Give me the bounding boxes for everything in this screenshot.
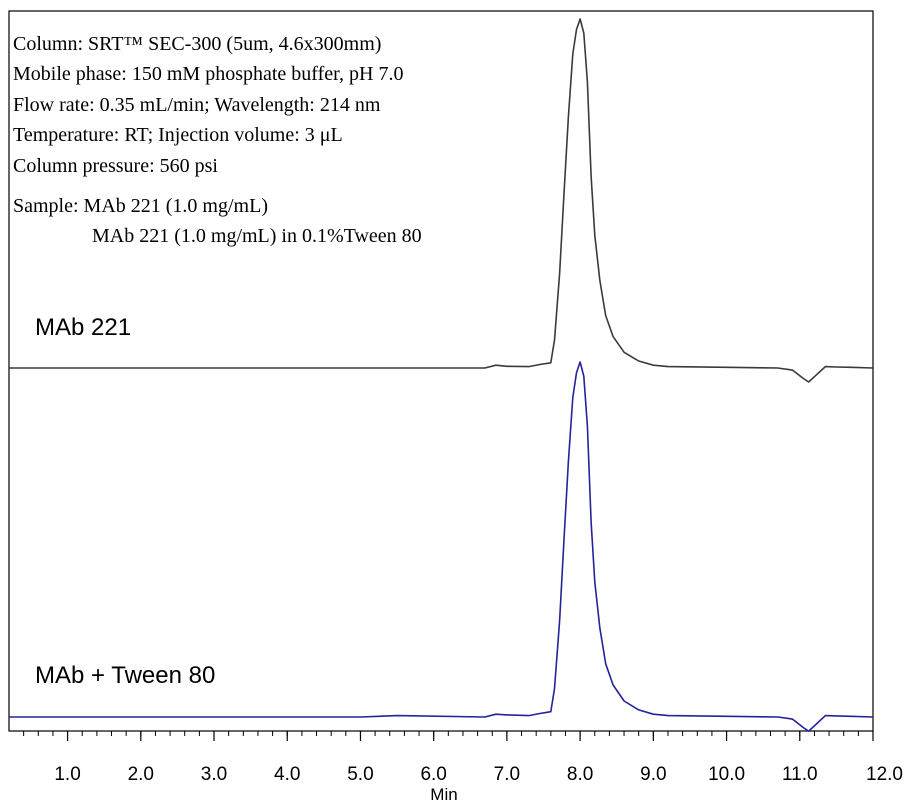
plot-frame [8, 10, 874, 732]
x-axis: 1.0 2.0 3.0 4.0 5.0 6.0 7.0 8.0 9.0 10.0 11.0 12.0 [23, 731, 903, 785]
condition-pressure: Column pressure: 560 psi [13, 155, 218, 177]
series-label-mab-tween: MAb + Tween 80 [35, 662, 215, 689]
x-tick-label: 11.0 [782, 764, 818, 785]
condition-flow-rate: Flow rate: 0.35 mL/min; Wavelength: 214 … [13, 94, 381, 116]
x-axis-title: Min [430, 785, 457, 804]
x-tick-label: 12.0 [866, 764, 903, 785]
condition-sample-1: Sample: MAb 221 (1.0 mg/mL) [13, 195, 268, 217]
trace-mab-tween-80 [9, 361, 874, 733]
condition-column: Column: SRT™ SEC-300 (5um, 4.6x300mm) [13, 33, 381, 55]
x-tick-label: 7.0 [494, 764, 520, 785]
x-tick-label: 6.0 [420, 764, 446, 785]
condition-sample-2: MAb 221 (1.0 mg/mL) in 0.1%Tween 80 [92, 225, 422, 247]
trace-mab-221 [9, 18, 874, 383]
traces-group [9, 18, 874, 733]
x-tick-label: 3.0 [201, 764, 227, 785]
x-tick-label: 4.0 [274, 764, 300, 785]
x-tick-label: 9.0 [640, 764, 666, 785]
x-tick-label: 5.0 [347, 764, 373, 785]
series-label-mab-221: MAb 221 [35, 314, 131, 341]
x-tick-label: 1.0 [54, 764, 80, 785]
x-tick-label: 10.0 [708, 764, 745, 785]
conditions-block: Column: SRT™ SEC-300 (5um, 4.6x300mm) Mo… [13, 33, 422, 247]
condition-mobile-phase: Mobile phase: 150 mM phosphate buffer, p… [13, 63, 403, 85]
x-tick-label: 8.0 [567, 764, 593, 785]
condition-temperature: Temperature: RT; Injection volume: 3 μL [13, 124, 343, 146]
x-tick-label: 2.0 [128, 764, 154, 785]
